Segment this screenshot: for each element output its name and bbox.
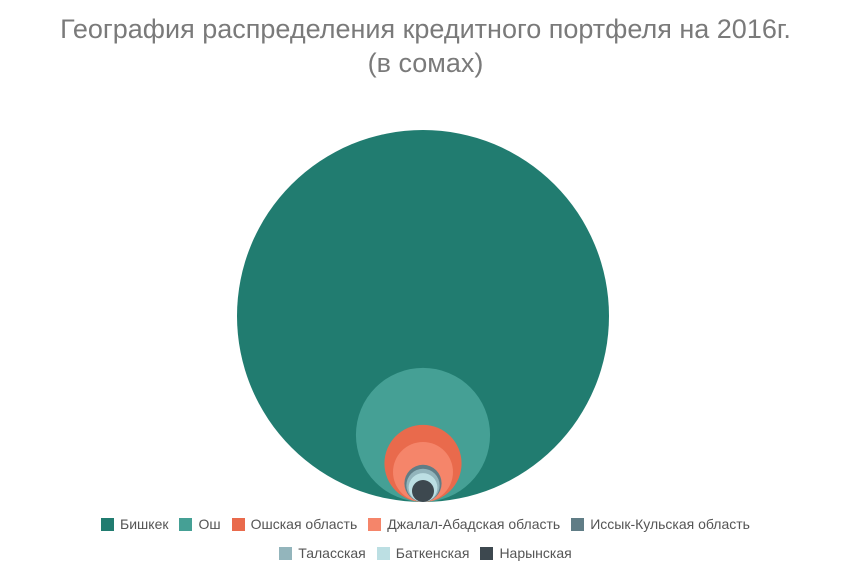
legend-label: Бишкек [120, 516, 169, 532]
title-line: География распределения кредитного портф… [60, 14, 791, 44]
legend-item-3[interactable]: Ошская область [231, 516, 358, 532]
legend-swatch [480, 546, 494, 560]
legend-row-2: Таласская Баткенская Нарынская [0, 545, 851, 561]
legend-label: Джалал-Абадская область [387, 516, 561, 532]
legend-swatch [376, 546, 390, 560]
legend-item-2[interactable]: Ош [179, 516, 221, 532]
legend-swatch [279, 546, 293, 560]
legend-item-4[interactable]: Джалал-Абадская область [368, 516, 560, 532]
legend-item-5[interactable]: Иссык-Кульская область [571, 516, 750, 532]
legend-label: Таласская [298, 545, 366, 561]
legend-item-6[interactable]: Таласская [279, 545, 366, 561]
legend-label: Нарынская [499, 545, 572, 561]
subtitle-line: (в сомах) [367, 48, 484, 78]
legend-label: Иссык-Кульская область [590, 516, 750, 532]
legend-item-8[interactable]: Нарынская [480, 545, 572, 561]
bubble-8[interactable] [411, 479, 435, 502]
bubble-1[interactable] [237, 130, 609, 502]
legend-label: Баткенская [395, 545, 470, 561]
legend-swatch [101, 517, 115, 531]
legend-item-1[interactable]: Бишкек [101, 516, 168, 532]
legend-swatch [571, 517, 585, 531]
legend-swatch [179, 517, 193, 531]
legend-item-7[interactable]: Баткенская [376, 545, 470, 561]
chart-title: География распределения кредитного портф… [0, 12, 851, 80]
legend-row-1: Бишкек Ош Ошская область Джалал-Абадская об… [0, 516, 851, 532]
legend-label: Ош [198, 516, 221, 532]
legend-swatch [368, 517, 382, 531]
legend-label: Ошская область [250, 516, 358, 532]
legend-swatch [231, 517, 245, 531]
